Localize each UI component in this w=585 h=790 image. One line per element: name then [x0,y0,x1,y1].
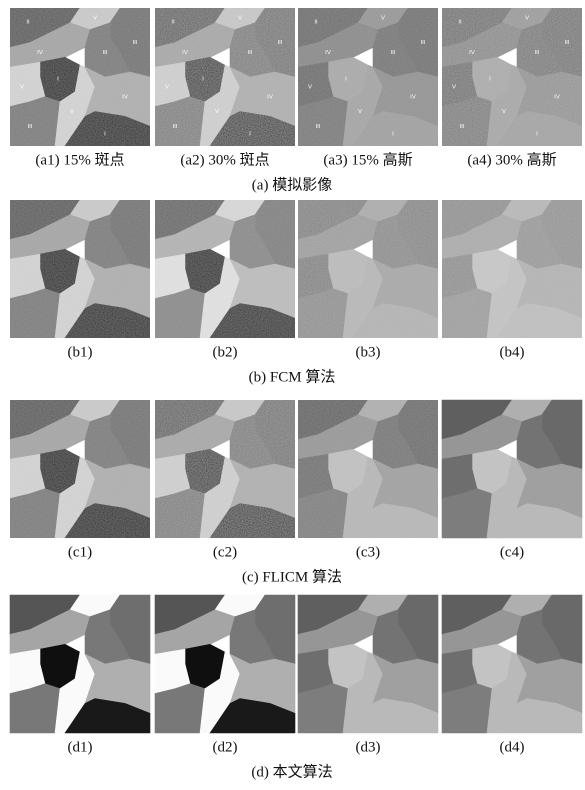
region-label: III [278,40,283,46]
region-label: V [20,84,24,90]
region-label: III [421,40,426,46]
image-panel [155,400,295,538]
region-label: III [391,50,396,56]
region-label: III [133,40,138,46]
region-label: IV [267,94,273,100]
image-panel [155,595,295,733]
panel-caption: (a2) 30% 斑点 [180,151,269,168]
region-label: V [70,109,74,115]
region-label: III [535,50,540,56]
image-panel [155,200,295,338]
region-label: V [215,109,219,115]
region-label: V [238,15,242,21]
region-label: V [358,109,362,115]
region-label: III [173,124,178,130]
image-content [10,200,150,338]
panel-caption: (b4) [500,344,525,360]
row-caption: (d) 本文算法 [251,762,332,780]
region-label: IV [182,50,188,56]
panel-caption: (b1) [68,344,93,360]
region-label: III [316,124,321,130]
region-label: V [165,84,169,90]
image-content [10,595,150,733]
region-label: II [314,19,318,25]
region-label: II [171,19,175,25]
panel-caption: (c1) [68,544,92,560]
region-label: II [458,19,462,25]
image-panel [10,595,150,733]
image-panel [298,400,438,538]
image-panel [10,200,150,338]
image-content [298,595,438,733]
image-panel [442,200,582,338]
panel-caption: (b2) [213,344,238,360]
panel-caption: (d1) [68,739,93,755]
panel-caption: (c3) [356,544,380,560]
region-label: V [502,109,506,115]
region-label: V [308,84,312,90]
region-label: V [525,15,529,21]
region-label: IV [37,50,43,56]
region-label: V [452,84,456,90]
region-label: III [103,50,108,56]
image-content [298,400,438,538]
image-panel [298,200,438,338]
image-content [10,400,150,538]
region-label: V [93,15,97,21]
image-panel [298,595,438,733]
panel-caption: (c2) [213,544,237,560]
region-label: II [26,19,30,25]
region-label: III [565,40,570,46]
image-content [155,400,295,538]
image-content [442,200,582,338]
panel-caption: (d2) [213,739,238,755]
region-label: IV [554,94,560,100]
panel-caption: (c4) [500,544,524,560]
row-caption: (c) FLICM 算法 [242,567,342,585]
panel-caption: (a4) 30% 高斯 [467,151,556,168]
row-caption: (b) FCM 算法 [249,367,336,385]
region-label: IV [410,94,416,100]
image-panel [442,595,582,733]
region-label: V [381,15,385,21]
region-label: IV [325,50,331,56]
region-label: III [248,50,253,56]
region-label: III [28,124,33,130]
figure: IIVIIIIVIIIIVIIIVIVI(a1) 15% 斑点IIVIIIIVI… [0,0,585,790]
region-label: IV [469,50,475,56]
image-panel [10,400,150,538]
row-caption: (a) 模拟影像 [252,176,332,193]
image-content [155,595,295,733]
panel-caption: (d4) [500,739,525,755]
image-content [442,400,582,538]
image-content [298,200,438,338]
region-label: IV [122,94,128,100]
region-label: III [460,124,465,130]
image-panel [442,400,582,538]
image-content [155,200,295,338]
panel-caption: (b3) [356,344,381,360]
panel-caption: (a1) 15% 斑点 [35,151,124,168]
image-content [442,595,582,733]
panel-caption: (a3) 15% 高斯 [323,151,412,168]
panel-caption: (d3) [356,739,381,755]
image-panel: IIVIIIIVIIIIVIIIVIVI [10,8,150,146]
